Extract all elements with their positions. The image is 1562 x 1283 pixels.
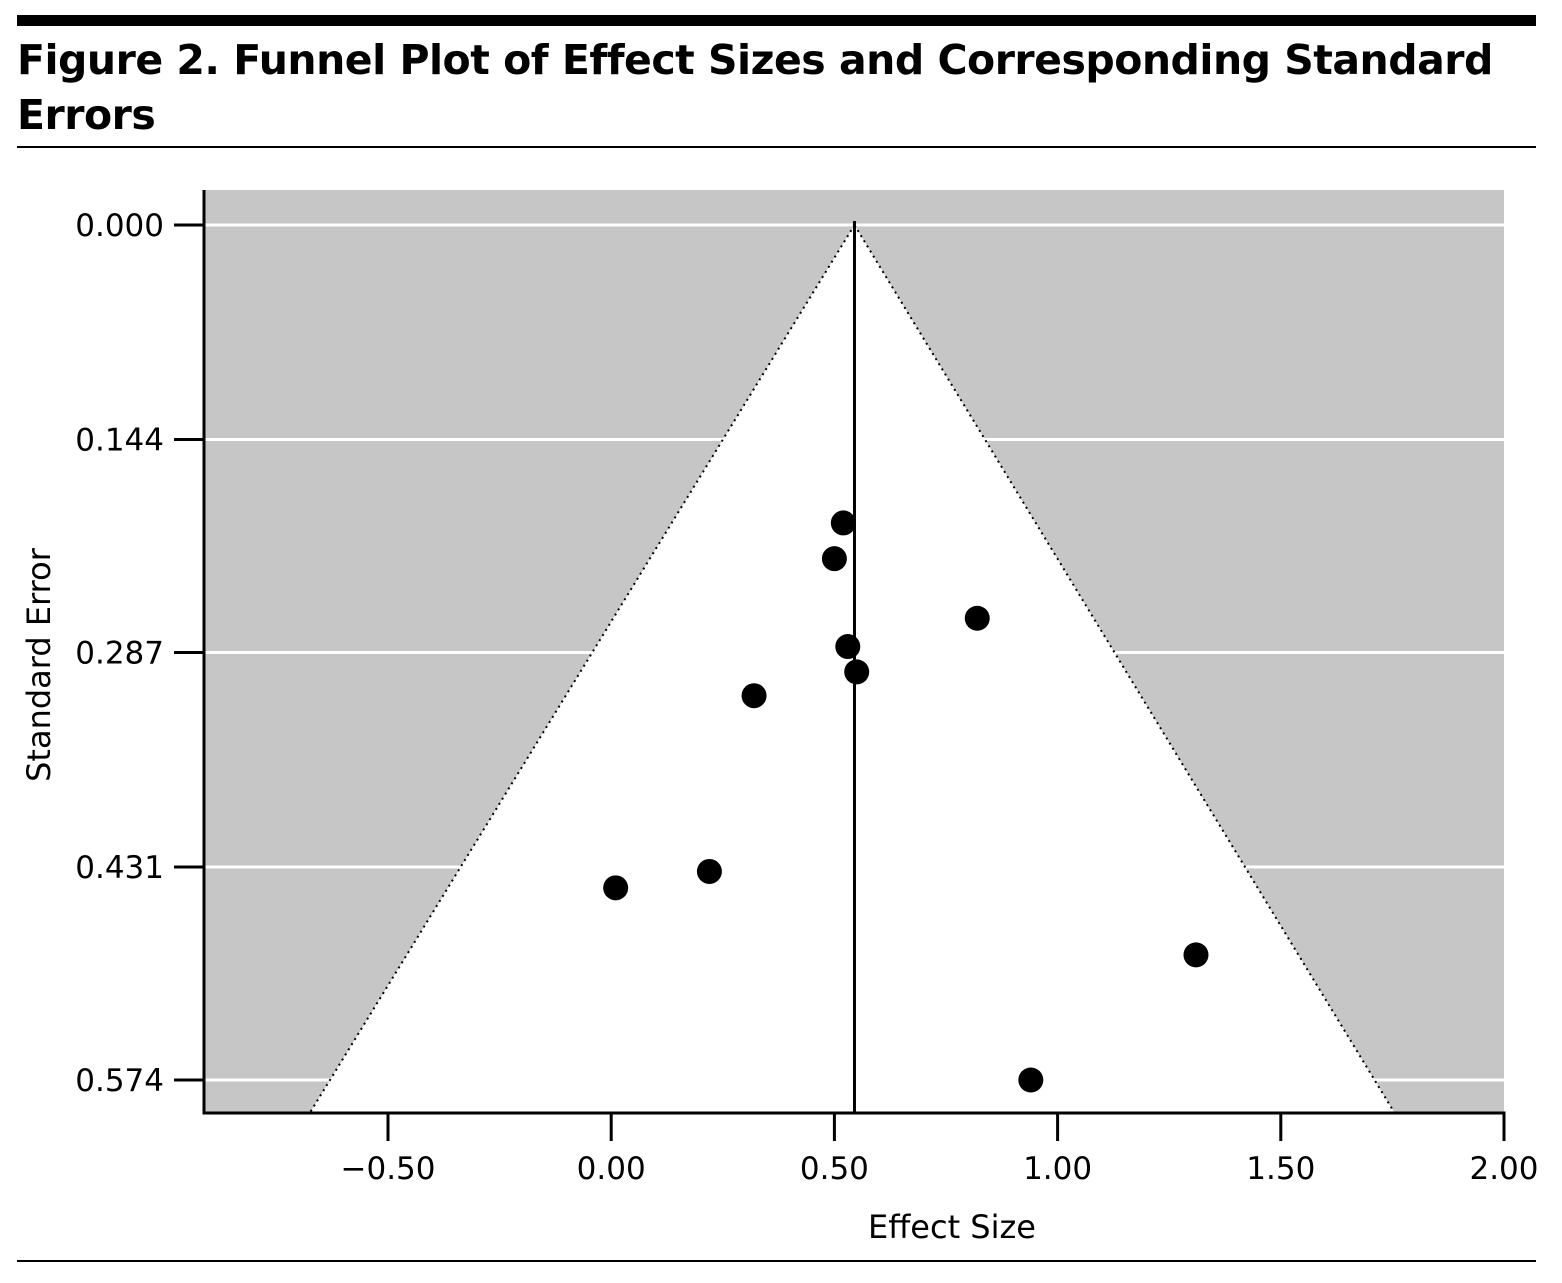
data-point [741, 683, 767, 709]
y-tick-label: 0.287 [75, 636, 164, 672]
y-tick-label: 0.574 [75, 1063, 164, 1099]
data-point [821, 546, 847, 572]
y-ticks: 0.000 0.144 0.287 0.431 0.574 [75, 208, 204, 1099]
y-tick-label: 0.431 [75, 850, 164, 886]
data-points [603, 510, 1209, 1093]
bottom-rule [17, 1260, 1536, 1262]
figure-title: Figure 2. Funnel Plot of Effect Sizes an… [17, 36, 1493, 139]
data-point [830, 510, 856, 536]
data-point [964, 605, 990, 631]
title-rule [17, 146, 1536, 148]
x-tick-label: 2.00 [1469, 1151, 1538, 1187]
data-point [844, 659, 870, 685]
x-tick-label: 1.50 [1246, 1151, 1315, 1187]
y-tick-label: 0.000 [75, 208, 164, 244]
y-axis-label: Standard Error [20, 547, 58, 782]
x-ticks: −0.50 0.00 0.50 1.00 1.50 2.00 [341, 1113, 1539, 1187]
y-tick-label: 0.144 [75, 422, 164, 458]
data-point [835, 634, 861, 660]
data-point [1018, 1067, 1044, 1093]
data-point [1183, 942, 1209, 968]
x-tick-label: 0.00 [577, 1151, 646, 1187]
x-tick-label: 0.50 [800, 1151, 869, 1187]
data-point [696, 858, 722, 884]
top-rule [17, 15, 1536, 26]
data-point [603, 875, 629, 901]
x-axis-label: Effect Size [868, 1208, 1036, 1246]
x-tick-label: 1.00 [1023, 1151, 1092, 1187]
x-tick-label: −0.50 [341, 1151, 436, 1187]
